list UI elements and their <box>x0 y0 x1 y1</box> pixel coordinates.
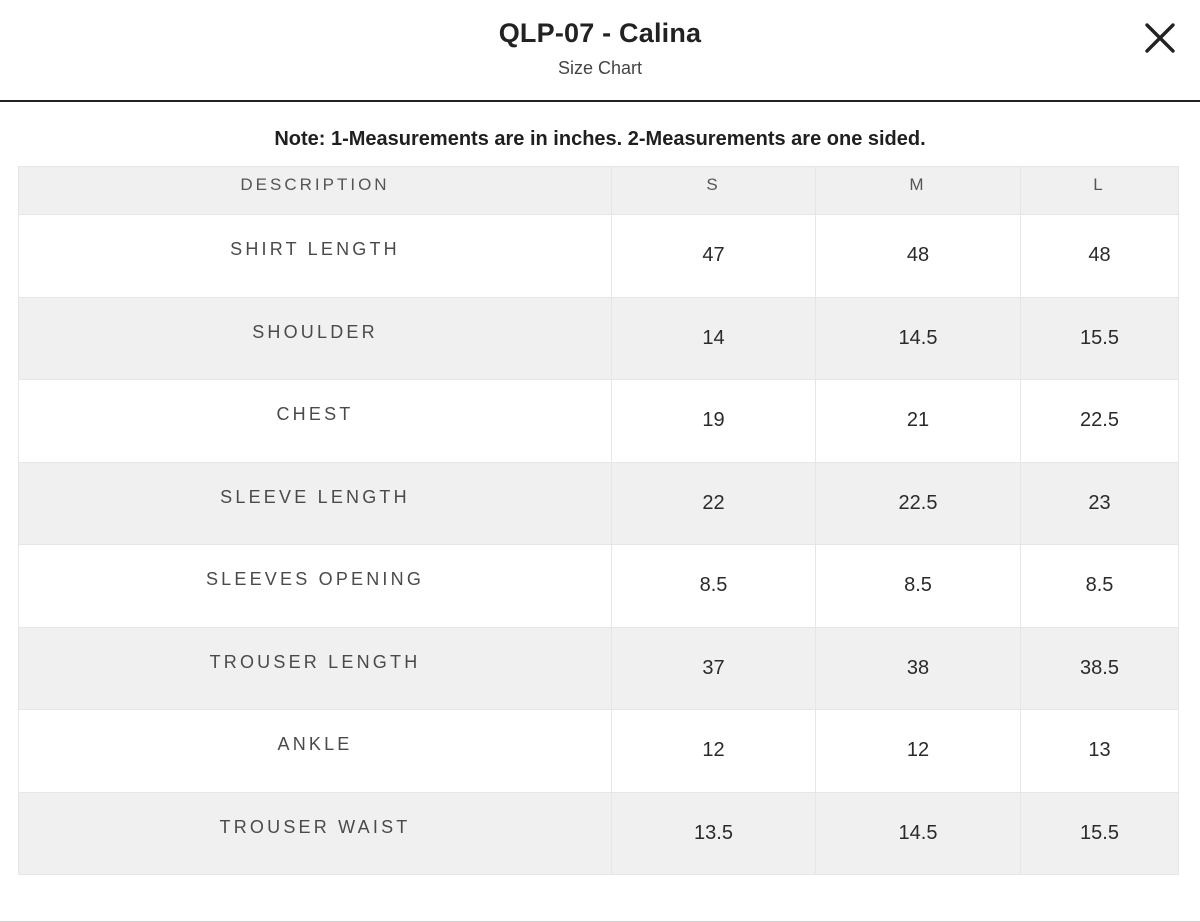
column-header-description: DESCRIPTION <box>18 166 612 215</box>
row-description: ANKLE <box>18 709 612 793</box>
column-header-m: M <box>815 166 1021 215</box>
value-l: 22.5 <box>1020 379 1179 463</box>
row-description: SLEEVES OPENING <box>18 544 612 628</box>
measurement-note: Note: 1-Measurements are in inches. 2-Me… <box>274 128 926 150</box>
value-m: 12 <box>815 709 1021 793</box>
row-description: TROUSER WAIST <box>18 791 612 875</box>
value-m: 38 <box>815 626 1021 710</box>
value-s: 12 <box>611 709 816 793</box>
value-m: 21 <box>815 379 1021 463</box>
value-s: 8.5 <box>611 544 816 628</box>
row-description: SHIRT LENGTH <box>18 214 612 298</box>
value-m: 8.5 <box>815 544 1021 628</box>
table-header-row: DESCRIPTION S M L <box>18 166 1179 215</box>
value-l: 48 <box>1020 214 1179 298</box>
row-description: TROUSER LENGTH <box>18 626 612 710</box>
table-row: SLEEVE LENGTH 22 22.5 23 <box>18 461 1179 545</box>
row-description: SHOULDER <box>18 296 612 380</box>
value-m: 14.5 <box>815 296 1021 380</box>
value-s: 22 <box>611 461 816 545</box>
value-s: 19 <box>611 379 816 463</box>
value-s: 14 <box>611 296 816 380</box>
table-row: SLEEVES OPENING 8.5 8.5 8.5 <box>18 544 1179 628</box>
value-l: 13 <box>1020 709 1179 793</box>
value-l: 15.5 <box>1020 296 1179 380</box>
size-chart-table: DESCRIPTION S M L SHIRT LENGTH 47 48 48 … <box>18 166 1179 875</box>
value-s: 47 <box>611 214 816 298</box>
value-l: 8.5 <box>1020 544 1179 628</box>
value-l: 23 <box>1020 461 1179 545</box>
value-m: 48 <box>815 214 1021 298</box>
table-row: ANKLE 12 12 13 <box>18 709 1179 793</box>
table-row: CHEST 19 21 22.5 <box>18 379 1179 463</box>
table-row: SHIRT LENGTH 47 48 48 <box>18 214 1179 298</box>
close-button[interactable] <box>1142 20 1178 56</box>
close-icon <box>1145 23 1175 53</box>
row-description: CHEST <box>18 379 612 463</box>
table-row: TROUSER LENGTH 37 38 38.5 <box>18 626 1179 710</box>
value-m: 14.5 <box>815 791 1021 875</box>
table-row: TROUSER WAIST 13.5 14.5 15.5 <box>18 791 1179 875</box>
table-row: SHOULDER 14 14.5 15.5 <box>18 296 1179 380</box>
modal-header: QLP-07 - Calina Size Chart <box>0 0 1200 102</box>
column-header-s: S <box>611 166 816 215</box>
value-m: 22.5 <box>815 461 1021 545</box>
modal-title: QLP-07 - Calina <box>498 18 702 48</box>
value-l: 15.5 <box>1020 791 1179 875</box>
column-header-l: L <box>1020 166 1179 215</box>
modal-subtitle: Size Chart <box>557 58 643 78</box>
row-description: SLEEVE LENGTH <box>18 461 612 545</box>
value-l: 38.5 <box>1020 626 1179 710</box>
value-s: 13.5 <box>611 791 816 875</box>
value-s: 37 <box>611 626 816 710</box>
